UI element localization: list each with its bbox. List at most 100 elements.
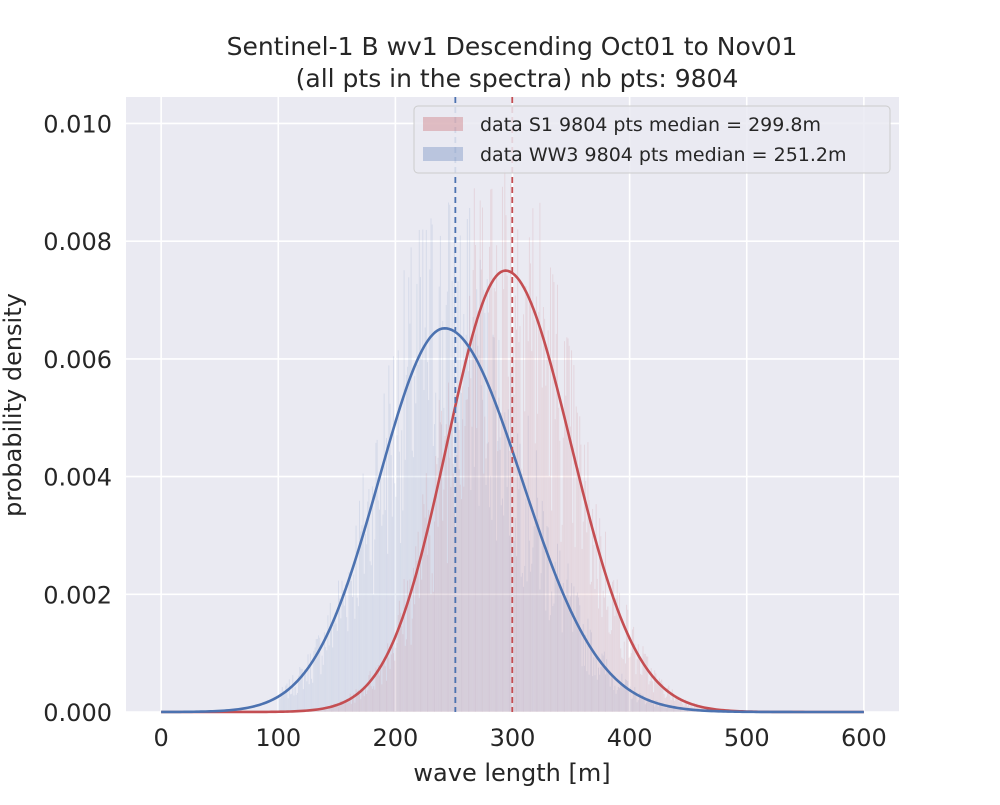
histogram-bar bbox=[537, 497, 539, 712]
histogram-bar bbox=[394, 483, 396, 712]
histogram-bar bbox=[418, 229, 420, 712]
histogram-bar bbox=[327, 615, 329, 712]
histogram-bar bbox=[459, 235, 461, 713]
histogram-bar bbox=[506, 486, 508, 712]
histogram-bar bbox=[627, 681, 629, 712]
histogram-bar bbox=[653, 704, 655, 712]
histogram-bar bbox=[535, 296, 537, 712]
histogram-bar bbox=[517, 433, 519, 712]
histogram-bar bbox=[650, 700, 652, 712]
histogram-bar bbox=[608, 672, 610, 712]
histogram-bar bbox=[642, 646, 644, 712]
histogram-bar bbox=[553, 282, 555, 712]
histogram-bar bbox=[432, 591, 434, 712]
histogram-bar bbox=[547, 527, 549, 712]
histogram-bar bbox=[475, 334, 476, 712]
histogram-bar bbox=[665, 696, 667, 712]
histogram-bar bbox=[638, 693, 640, 712]
histogram-bar bbox=[567, 563, 569, 712]
histogram-bar bbox=[386, 437, 387, 712]
histogram-bar bbox=[532, 208, 534, 712]
histogram-bar bbox=[595, 504, 597, 712]
histogram-bar bbox=[552, 606, 554, 712]
legend-swatch bbox=[423, 147, 463, 161]
histogram-bar bbox=[383, 658, 385, 712]
histogram-bar bbox=[526, 581, 528, 712]
histogram-bar bbox=[473, 188, 475, 713]
histogram-bar bbox=[383, 393, 385, 712]
histogram-bar bbox=[349, 693, 351, 712]
histogram-bar bbox=[520, 468, 522, 712]
histogram-bar bbox=[402, 634, 404, 712]
histogram-bar bbox=[640, 693, 642, 712]
histogram-bar bbox=[530, 263, 532, 712]
legend-label: data WW3 9804 pts median = 251.2m bbox=[480, 144, 847, 166]
histogram-bar bbox=[441, 410, 443, 712]
histogram-bar bbox=[478, 355, 480, 712]
histogram-bar bbox=[681, 708, 683, 712]
histogram-bar bbox=[561, 524, 563, 712]
histogram-bar bbox=[647, 656, 649, 712]
histogram-bar bbox=[533, 526, 535, 712]
histogram-bar bbox=[397, 350, 399, 712]
histogram-bar bbox=[397, 615, 399, 712]
histogram-bar bbox=[596, 578, 598, 712]
histogram-bar bbox=[381, 525, 383, 712]
histogram-bar bbox=[629, 656, 631, 712]
histogram-bar bbox=[569, 596, 571, 712]
histogram-bar bbox=[534, 443, 536, 712]
histogram-bar bbox=[320, 674, 322, 712]
histogram-bar bbox=[518, 489, 520, 712]
histogram-bar bbox=[366, 544, 368, 712]
histogram-bar bbox=[443, 407, 445, 712]
histogram-bar bbox=[603, 651, 605, 712]
histogram-bar bbox=[582, 624, 584, 712]
histogram-bar bbox=[528, 540, 530, 712]
histogram-bar bbox=[676, 697, 678, 712]
histogram-bar bbox=[607, 670, 609, 712]
histogram-bar bbox=[620, 648, 622, 712]
histogram-bar bbox=[353, 693, 355, 712]
histogram-bar bbox=[412, 567, 414, 712]
histogram-bar bbox=[451, 414, 453, 712]
histogram-bar bbox=[308, 684, 310, 712]
histogram-bar bbox=[578, 597, 580, 712]
histogram-bar bbox=[506, 275, 508, 712]
legend-swatch bbox=[423, 117, 463, 131]
histogram-bar bbox=[288, 679, 290, 712]
histogram-bar bbox=[393, 356, 395, 712]
histogram-bar bbox=[677, 696, 679, 712]
y-tick-label: 0.006 bbox=[43, 346, 112, 374]
histogram-bar bbox=[547, 330, 549, 712]
histogram-bar bbox=[633, 693, 635, 712]
histogram-bar bbox=[657, 706, 659, 712]
histogram-bar bbox=[470, 378, 472, 712]
histogram-bar bbox=[578, 467, 580, 712]
histogram-bar bbox=[341, 701, 343, 712]
histogram-bar bbox=[294, 686, 296, 712]
histogram-bar bbox=[333, 703, 335, 712]
histogram-bar bbox=[607, 606, 609, 712]
histogram-bar bbox=[619, 592, 621, 712]
histogram-bar bbox=[549, 267, 551, 712]
histogram-bar bbox=[663, 707, 665, 712]
histogram-bar bbox=[538, 311, 540, 712]
x-tick-label: 200 bbox=[372, 724, 418, 752]
histogram-bar bbox=[640, 673, 642, 712]
histogram-bar bbox=[665, 707, 667, 712]
histogram-bar bbox=[676, 707, 678, 712]
histogram-bar bbox=[514, 295, 516, 712]
histogram-bar bbox=[614, 685, 616, 712]
histogram-bar bbox=[646, 656, 647, 712]
histogram-bar bbox=[521, 473, 523, 712]
histogram-bar bbox=[672, 695, 674, 712]
histogram-bar bbox=[366, 693, 368, 712]
histogram-bar bbox=[696, 703, 698, 712]
histogram-bar bbox=[634, 687, 636, 712]
histogram-bar bbox=[401, 430, 403, 712]
histogram-bar bbox=[377, 500, 379, 712]
histogram-bar bbox=[526, 296, 528, 712]
histogram-bar bbox=[494, 390, 496, 712]
histogram-bar bbox=[401, 625, 403, 712]
histogram-bar bbox=[356, 690, 358, 712]
